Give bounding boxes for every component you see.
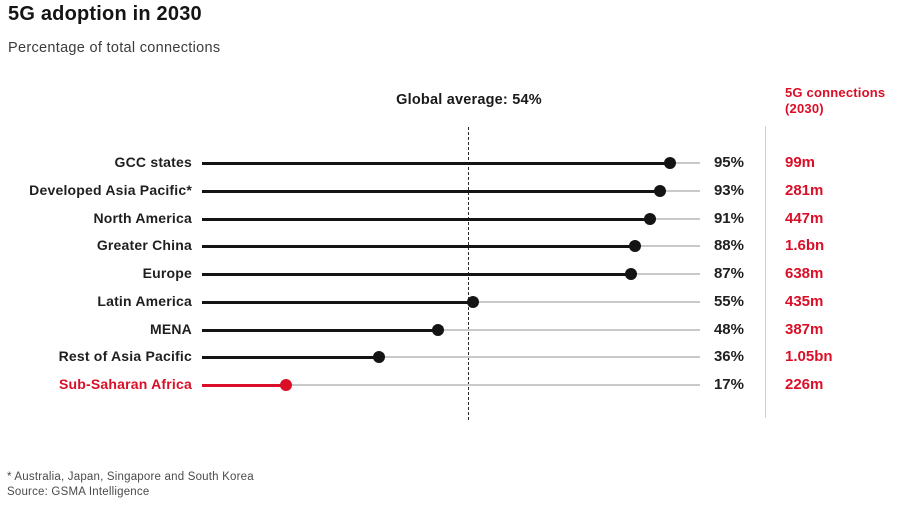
percent-value-label: 93% (713, 182, 744, 199)
connections-value-label: 99m (785, 154, 816, 171)
category-label: North America (93, 210, 192, 226)
connections-value-label: 387m (785, 321, 824, 338)
category-label: MENA (149, 321, 192, 337)
value-stem-line (202, 272, 631, 276)
global-average-label: Global average: 54% (396, 92, 542, 108)
footnote-block: * Australia, Japan, Singapore and South … (7, 470, 254, 500)
value-dot (625, 268, 637, 280)
connections-value-label: 226m (785, 376, 824, 393)
value-stem-line (202, 383, 286, 387)
value-dot (467, 296, 479, 308)
value-dot (373, 351, 385, 363)
value-dot (654, 185, 666, 197)
connections-value-label: 435m (785, 293, 824, 310)
column-divider-line (765, 126, 766, 418)
connections-value-label: 281m (785, 182, 824, 199)
value-stem-line (202, 161, 670, 165)
category-label: Developed Asia Pacific* (29, 182, 192, 198)
percent-value-label: 95% (713, 154, 744, 171)
percent-value-label: 88% (713, 237, 744, 254)
page-subtitle: Percentage of total connections (8, 40, 221, 56)
value-stem-line (202, 300, 473, 304)
category-label: GCC states (114, 154, 192, 170)
percent-value-label: 48% (713, 321, 744, 338)
percent-value-label: 36% (713, 348, 744, 365)
connections-value-label: 447m (785, 210, 824, 227)
category-label: Sub-Saharan Africa (58, 376, 192, 392)
value-dot (629, 240, 641, 252)
percent-value-label: 91% (713, 210, 744, 227)
footnote: * Australia, Japan, Singapore and South … (7, 471, 254, 483)
value-track-line (202, 384, 700, 386)
page-title: 5G adoption in 2030 (8, 3, 202, 25)
connections-value-label: 1.6bn (785, 237, 825, 254)
value-dot (280, 379, 292, 391)
value-dot (432, 324, 444, 336)
category-label: Latin America (97, 293, 192, 309)
value-stem-line (202, 217, 650, 221)
connections-value-label: 638m (785, 265, 824, 282)
percent-value-label: 87% (713, 265, 744, 282)
percent-value-label: 55% (713, 293, 744, 310)
category-label: Europe (142, 265, 192, 281)
value-stem-line (202, 328, 438, 332)
category-label: Rest of Asia Pacific (58, 348, 192, 364)
connections-column-header: 5G connections (2030) (785, 85, 886, 116)
connections-value-label: 1.05bn (785, 348, 833, 365)
value-stem-line (202, 189, 660, 193)
value-track-line (202, 356, 700, 358)
category-label: Greater China (96, 237, 192, 253)
value-dot (644, 213, 656, 225)
value-track-line (202, 329, 700, 331)
source-note: Source: GSMA Intelligence (7, 486, 150, 498)
value-stem-line (202, 355, 379, 359)
percent-value-label: 17% (713, 376, 744, 393)
value-dot (664, 157, 676, 169)
value-stem-line (202, 244, 635, 248)
